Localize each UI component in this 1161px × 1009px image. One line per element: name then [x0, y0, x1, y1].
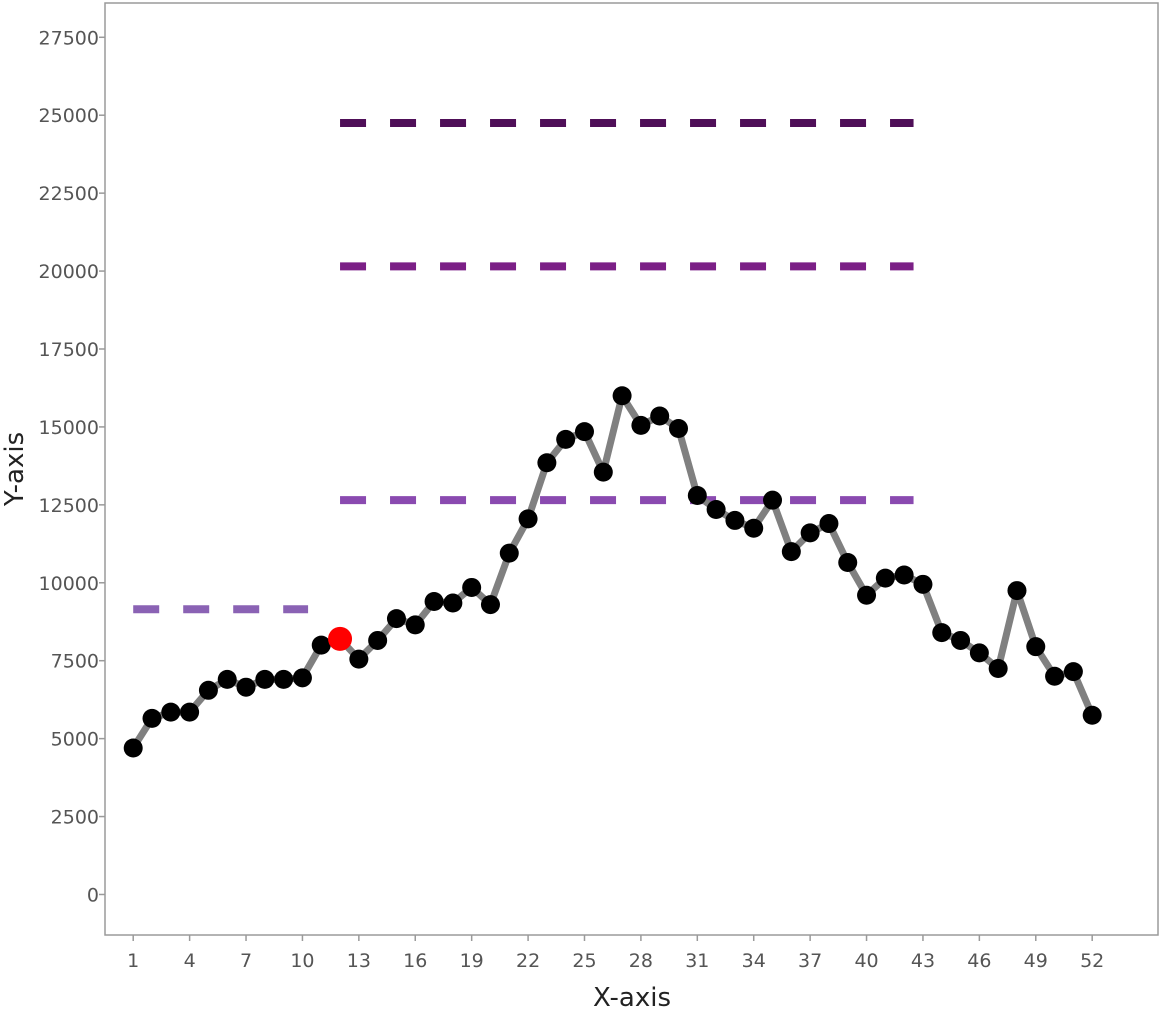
data-point	[311, 635, 331, 655]
x-tick-label: 16	[403, 950, 427, 972]
data-point	[857, 585, 877, 605]
data-point	[142, 708, 162, 728]
y-tick-label: 25000	[39, 105, 99, 127]
y-tick-label: 7500	[51, 651, 99, 673]
x-tick-label: 46	[967, 950, 991, 972]
data-point	[1063, 662, 1083, 682]
x-tick-label: 19	[460, 950, 484, 972]
data-point	[349, 649, 369, 669]
data-point	[368, 630, 388, 650]
x-tick-label: 13	[347, 950, 371, 972]
y-tick-label: 0	[87, 884, 99, 906]
data-point	[443, 593, 463, 613]
x-tick-label: 34	[742, 950, 766, 972]
data-point	[518, 509, 538, 529]
x-tick-label: 10	[290, 950, 314, 972]
data-point	[1045, 666, 1065, 686]
data-point	[819, 514, 839, 534]
data-point	[687, 485, 707, 505]
data-point	[217, 669, 237, 689]
data-points	[123, 386, 1102, 758]
data-point	[255, 669, 275, 689]
data-point	[236, 677, 256, 697]
data-point	[1082, 705, 1102, 725]
x-tick-label: 31	[685, 950, 709, 972]
data-point	[292, 668, 312, 688]
data-point	[988, 658, 1008, 678]
data-point	[706, 500, 726, 520]
data-point	[875, 568, 895, 588]
data-point	[198, 680, 218, 700]
data-point	[161, 702, 181, 722]
x-tick-label: 7	[240, 950, 252, 972]
y-axis-title: Y-axis	[0, 432, 30, 507]
data-point	[838, 553, 858, 573]
y-tick-label: 17500	[39, 339, 99, 361]
data-point	[424, 591, 444, 611]
data-point	[1007, 581, 1027, 601]
y-axis-ticks: 0 2500 5000 7500 10000 12500 15000 17500 20000 22…	[39, 27, 105, 906]
data-point	[612, 386, 632, 406]
data-point	[556, 429, 576, 449]
data-point	[1026, 637, 1046, 657]
x-tick-label: 4	[184, 950, 196, 972]
y-tick-label: 22500	[39, 183, 99, 205]
data-point	[386, 609, 406, 629]
data-point	[650, 406, 670, 426]
data-point	[180, 702, 200, 722]
x-tick-label: 43	[911, 950, 935, 972]
x-tick-label: 40	[854, 950, 878, 972]
data-point	[800, 523, 820, 543]
highlighted-point	[328, 626, 353, 651]
x-axis-ticks: 1 4 7 10 13 16 19 22 25 28 31 34 37 40 43 46 49 52	[127, 935, 1104, 972]
y-tick-label: 5000	[51, 729, 99, 751]
plot-frame	[104, 2, 1159, 936]
x-tick-label: 28	[629, 950, 653, 972]
data-point	[274, 669, 294, 689]
x-tick-label: 25	[572, 950, 596, 972]
data-point	[405, 615, 425, 635]
y-tick-label: 27500	[39, 27, 99, 49]
data-point	[631, 415, 651, 435]
data-point	[781, 542, 801, 562]
x-tick-label: 22	[516, 950, 540, 972]
x-tick-label: 52	[1080, 950, 1104, 972]
data-point	[932, 623, 952, 643]
data-point	[669, 418, 689, 438]
x-tick-label: 49	[1024, 950, 1048, 972]
data-point	[725, 510, 745, 530]
data-point	[913, 574, 933, 594]
y-tick-label: 20000	[39, 261, 99, 283]
data-point	[593, 462, 613, 482]
data-point	[462, 577, 482, 597]
x-tick-label: 1	[127, 950, 139, 972]
data-point	[894, 565, 914, 585]
y-tick-label: 10000	[39, 573, 99, 595]
y-tick-label: 2500	[51, 807, 99, 829]
data-point	[951, 630, 971, 650]
x-axis-title: X-axis	[593, 983, 671, 1009]
data-point	[763, 490, 783, 510]
data-point	[744, 518, 764, 538]
data-point	[499, 543, 519, 563]
y-tick-label: 15000	[39, 417, 99, 439]
data-point	[480, 595, 500, 615]
data-point	[574, 422, 594, 442]
y-tick-label: 12500	[39, 495, 99, 517]
data-point	[969, 643, 989, 663]
data-point	[537, 453, 557, 473]
data-point	[123, 738, 143, 758]
x-tick-label: 37	[798, 950, 822, 972]
